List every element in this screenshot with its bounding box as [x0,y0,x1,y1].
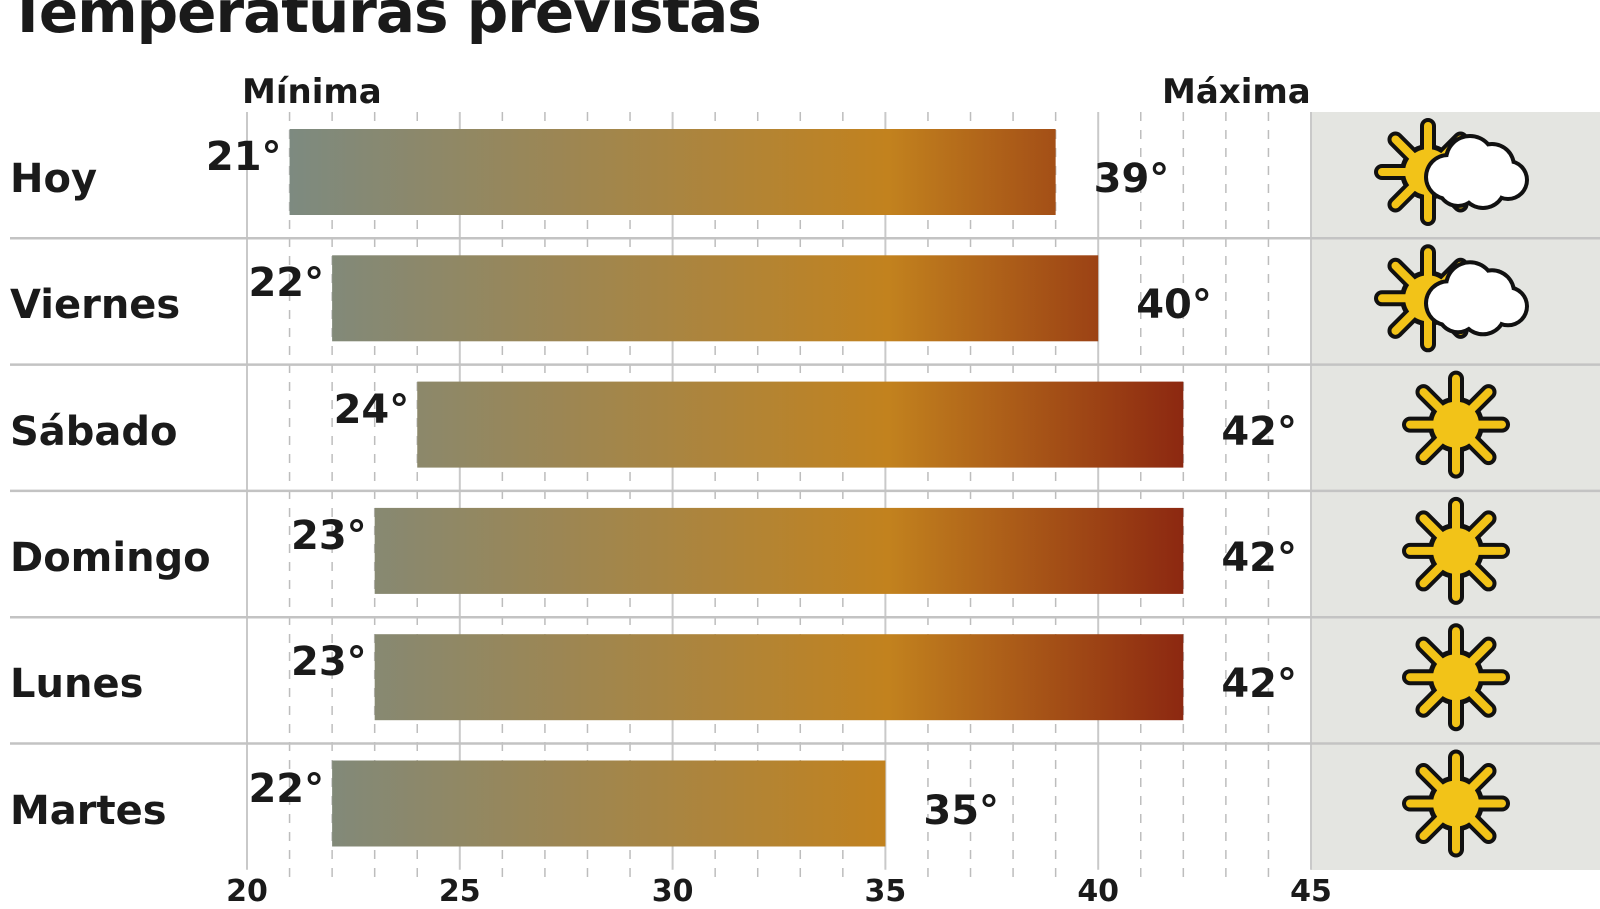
max-temp-label: 42° [1221,534,1297,581]
min-temp-label: 23° [291,512,367,559]
min-temp-label: 23° [291,639,367,686]
min-temp-label: 21° [205,134,282,180]
x-tick-label: 30 [651,874,694,909]
temperature-bar [332,255,1099,342]
sun-cloud-icon [1374,244,1529,353]
day-label: Sábado [10,408,178,455]
x-tick-label: 25 [438,874,481,909]
max-column-header: Máxima [1162,72,1311,112]
temperature-bar [374,507,1184,594]
sun-icon [1402,623,1510,732]
max-temp-label: 42° [1221,661,1297,708]
sun-icon [1402,370,1510,479]
day-label: Hoy [10,156,98,202]
x-tick-label: 45 [1290,874,1332,909]
max-temp-label: 39° [1093,156,1170,202]
min-temp-label: 22° [248,260,325,307]
x-tick-label: 40 [1077,874,1120,909]
chart-title: Temperaturas previstas [8,0,762,46]
max-temp-label: 42° [1221,408,1297,455]
day-label: Lunes [10,661,144,708]
day-label: Viernes [10,282,181,329]
sun-cloud-icon [1374,118,1529,226]
day-label: Martes [10,787,167,834]
temperature-bar [417,381,1184,468]
temperature-bar [332,760,886,847]
min-temp-label: 24° [333,386,410,433]
day-label: Domingo [10,534,211,581]
min-temp-label: 22° [248,765,325,812]
max-temp-label: 35° [923,787,1000,834]
temperature-bar [289,129,1056,215]
temperature-bar [374,634,1184,721]
x-tick-label: 20 [226,874,268,909]
max-temp-label: 40° [1136,282,1212,329]
x-tick-label: 35 [864,874,907,909]
sun-icon [1402,749,1510,858]
sun-icon [1402,496,1510,605]
min-column-header: Mínima [242,72,382,112]
